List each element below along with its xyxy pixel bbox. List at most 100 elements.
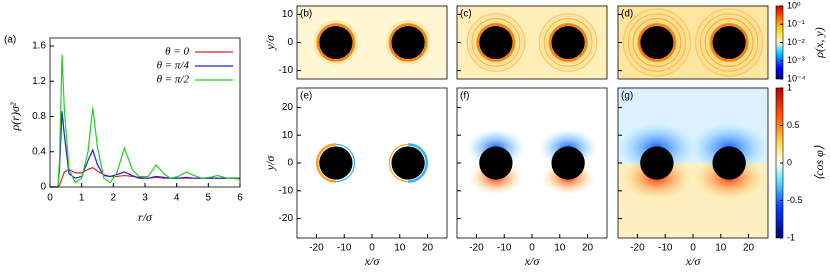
contact-ring — [389, 23, 427, 62]
particle — [640, 146, 674, 180]
y-tick-label: -10 — [279, 185, 294, 196]
heatmap-image — [297, 6, 447, 79]
particle — [479, 25, 513, 60]
density-ring — [548, 22, 588, 63]
panel-label: (g) — [621, 91, 633, 102]
y-tick-label: 0 — [287, 37, 293, 48]
legend-label: θ = 0 — [165, 46, 189, 58]
x-tick-label: -20 — [469, 243, 484, 254]
orientation-arc — [388, 143, 409, 183]
x-axis-label: x/σ — [524, 254, 541, 268]
particle — [319, 146, 353, 180]
density-ring — [694, 8, 764, 77]
colorbar-tick-label: 0 — [787, 157, 792, 167]
series-line — [50, 111, 240, 188]
x-axis-label: r/σ — [138, 210, 153, 224]
panel-label: (e) — [300, 91, 312, 102]
heatmap-panel: (g) -20 -10 0 10 20 x/σ — [617, 87, 769, 268]
y-tick-label: -20 — [279, 213, 294, 224]
x-tick-label: 10 — [715, 243, 727, 254]
density-ring — [699, 13, 759, 72]
heatmap-image — [297, 88, 447, 238]
panel-label: (a) — [4, 35, 16, 46]
x-tick-label: 1 — [79, 193, 85, 204]
density-ring — [706, 20, 752, 65]
density-ring — [316, 22, 356, 63]
y-axis-label: ρ(r)σ² — [8, 102, 22, 131]
colorbar-tick-label: 10⁻³ — [787, 55, 805, 65]
particle — [551, 25, 585, 60]
y-tick-label: 1.2 — [32, 76, 46, 87]
density-ring — [709, 22, 749, 63]
density-ring — [702, 15, 757, 70]
x-tick-label: 20 — [422, 243, 434, 254]
particle — [319, 25, 353, 60]
particle — [640, 25, 674, 60]
particle — [479, 146, 513, 180]
legend-label: θ = π/2 — [157, 74, 190, 86]
y-axis-label: y/σ — [263, 155, 277, 172]
x-tick-label: 4 — [174, 193, 180, 204]
density-ring — [468, 15, 523, 70]
x-tick-label: -10 — [337, 243, 352, 254]
colorbar-tick-label: 10⁻¹ — [787, 19, 805, 29]
panel-label: (b) — [300, 9, 312, 20]
density-ring — [625, 10, 689, 75]
x-tick-label: 2 — [111, 193, 117, 204]
density-ring — [704, 17, 754, 68]
orientation-arc — [408, 143, 428, 183]
density-ring — [313, 20, 359, 65]
x-tick-label: 6 — [237, 193, 243, 204]
y-tick-label: 10 — [282, 130, 294, 141]
density-ring — [545, 20, 591, 65]
density-ring — [541, 15, 596, 70]
x-tick-label: 0 — [369, 243, 375, 254]
particle — [712, 25, 746, 60]
density-ring — [697, 10, 761, 75]
heatmap-panel: (d) — [617, 5, 769, 80]
x-tick-label: -20 — [309, 243, 324, 254]
colorbar-label: ⟨cos φ⟩ — [812, 145, 826, 180]
x-tick-label: 20 — [582, 243, 594, 254]
x-tick-label: 20 — [743, 243, 755, 254]
x-axis-label: x/σ — [685, 254, 702, 268]
x-tick-label: 0 — [529, 243, 535, 254]
x-tick-label: 0 — [47, 193, 53, 204]
density-ring — [627, 13, 687, 72]
colorbar-tick-label: 10⁰ — [787, 0, 801, 10]
particle — [391, 25, 425, 60]
x-tick-label: -10 — [658, 243, 673, 254]
colorbar-tick-label: 10⁻² — [787, 37, 805, 47]
density-ring — [385, 20, 431, 65]
density-ring — [476, 22, 516, 63]
panel-label: (c) — [460, 9, 472, 20]
y-tick-label: 10 — [282, 9, 294, 20]
y-tick-label: 0 — [287, 158, 293, 169]
heatmap-panel: (f) -20 -10 0 10 20 x/σ — [456, 87, 608, 268]
y-tick-label: 20 — [282, 102, 294, 113]
colorbar-tick-label: 1 — [787, 82, 792, 92]
x-tick-label: -10 — [497, 243, 512, 254]
density-ring — [471, 17, 521, 68]
y-tick-label: -10 — [279, 65, 294, 76]
legend-label: θ = π/4 — [157, 60, 190, 72]
density-ring — [637, 22, 677, 63]
particle — [551, 146, 585, 180]
heatmap-image — [457, 88, 607, 238]
density-ring — [622, 8, 692, 77]
density-ring — [634, 20, 680, 65]
panel-label: (f) — [460, 91, 469, 102]
series-line — [50, 54, 241, 188]
particle — [712, 146, 746, 180]
particle — [391, 146, 425, 180]
heatmap-image — [618, 88, 768, 238]
x-tick-label: 10 — [394, 243, 406, 254]
density-ring — [466, 13, 526, 72]
heatmap-panel: (e) -20 -10 0 10 20 -20 -10 0 10 20 x/σ y/σ — [263, 87, 448, 268]
y-tick-label: 0.8 — [32, 111, 46, 122]
colorbar-tick-label: -1 — [787, 232, 795, 242]
density-ring — [543, 17, 593, 68]
y-tick-label: 0 — [40, 182, 46, 193]
x-tick-label: 5 — [206, 193, 212, 204]
